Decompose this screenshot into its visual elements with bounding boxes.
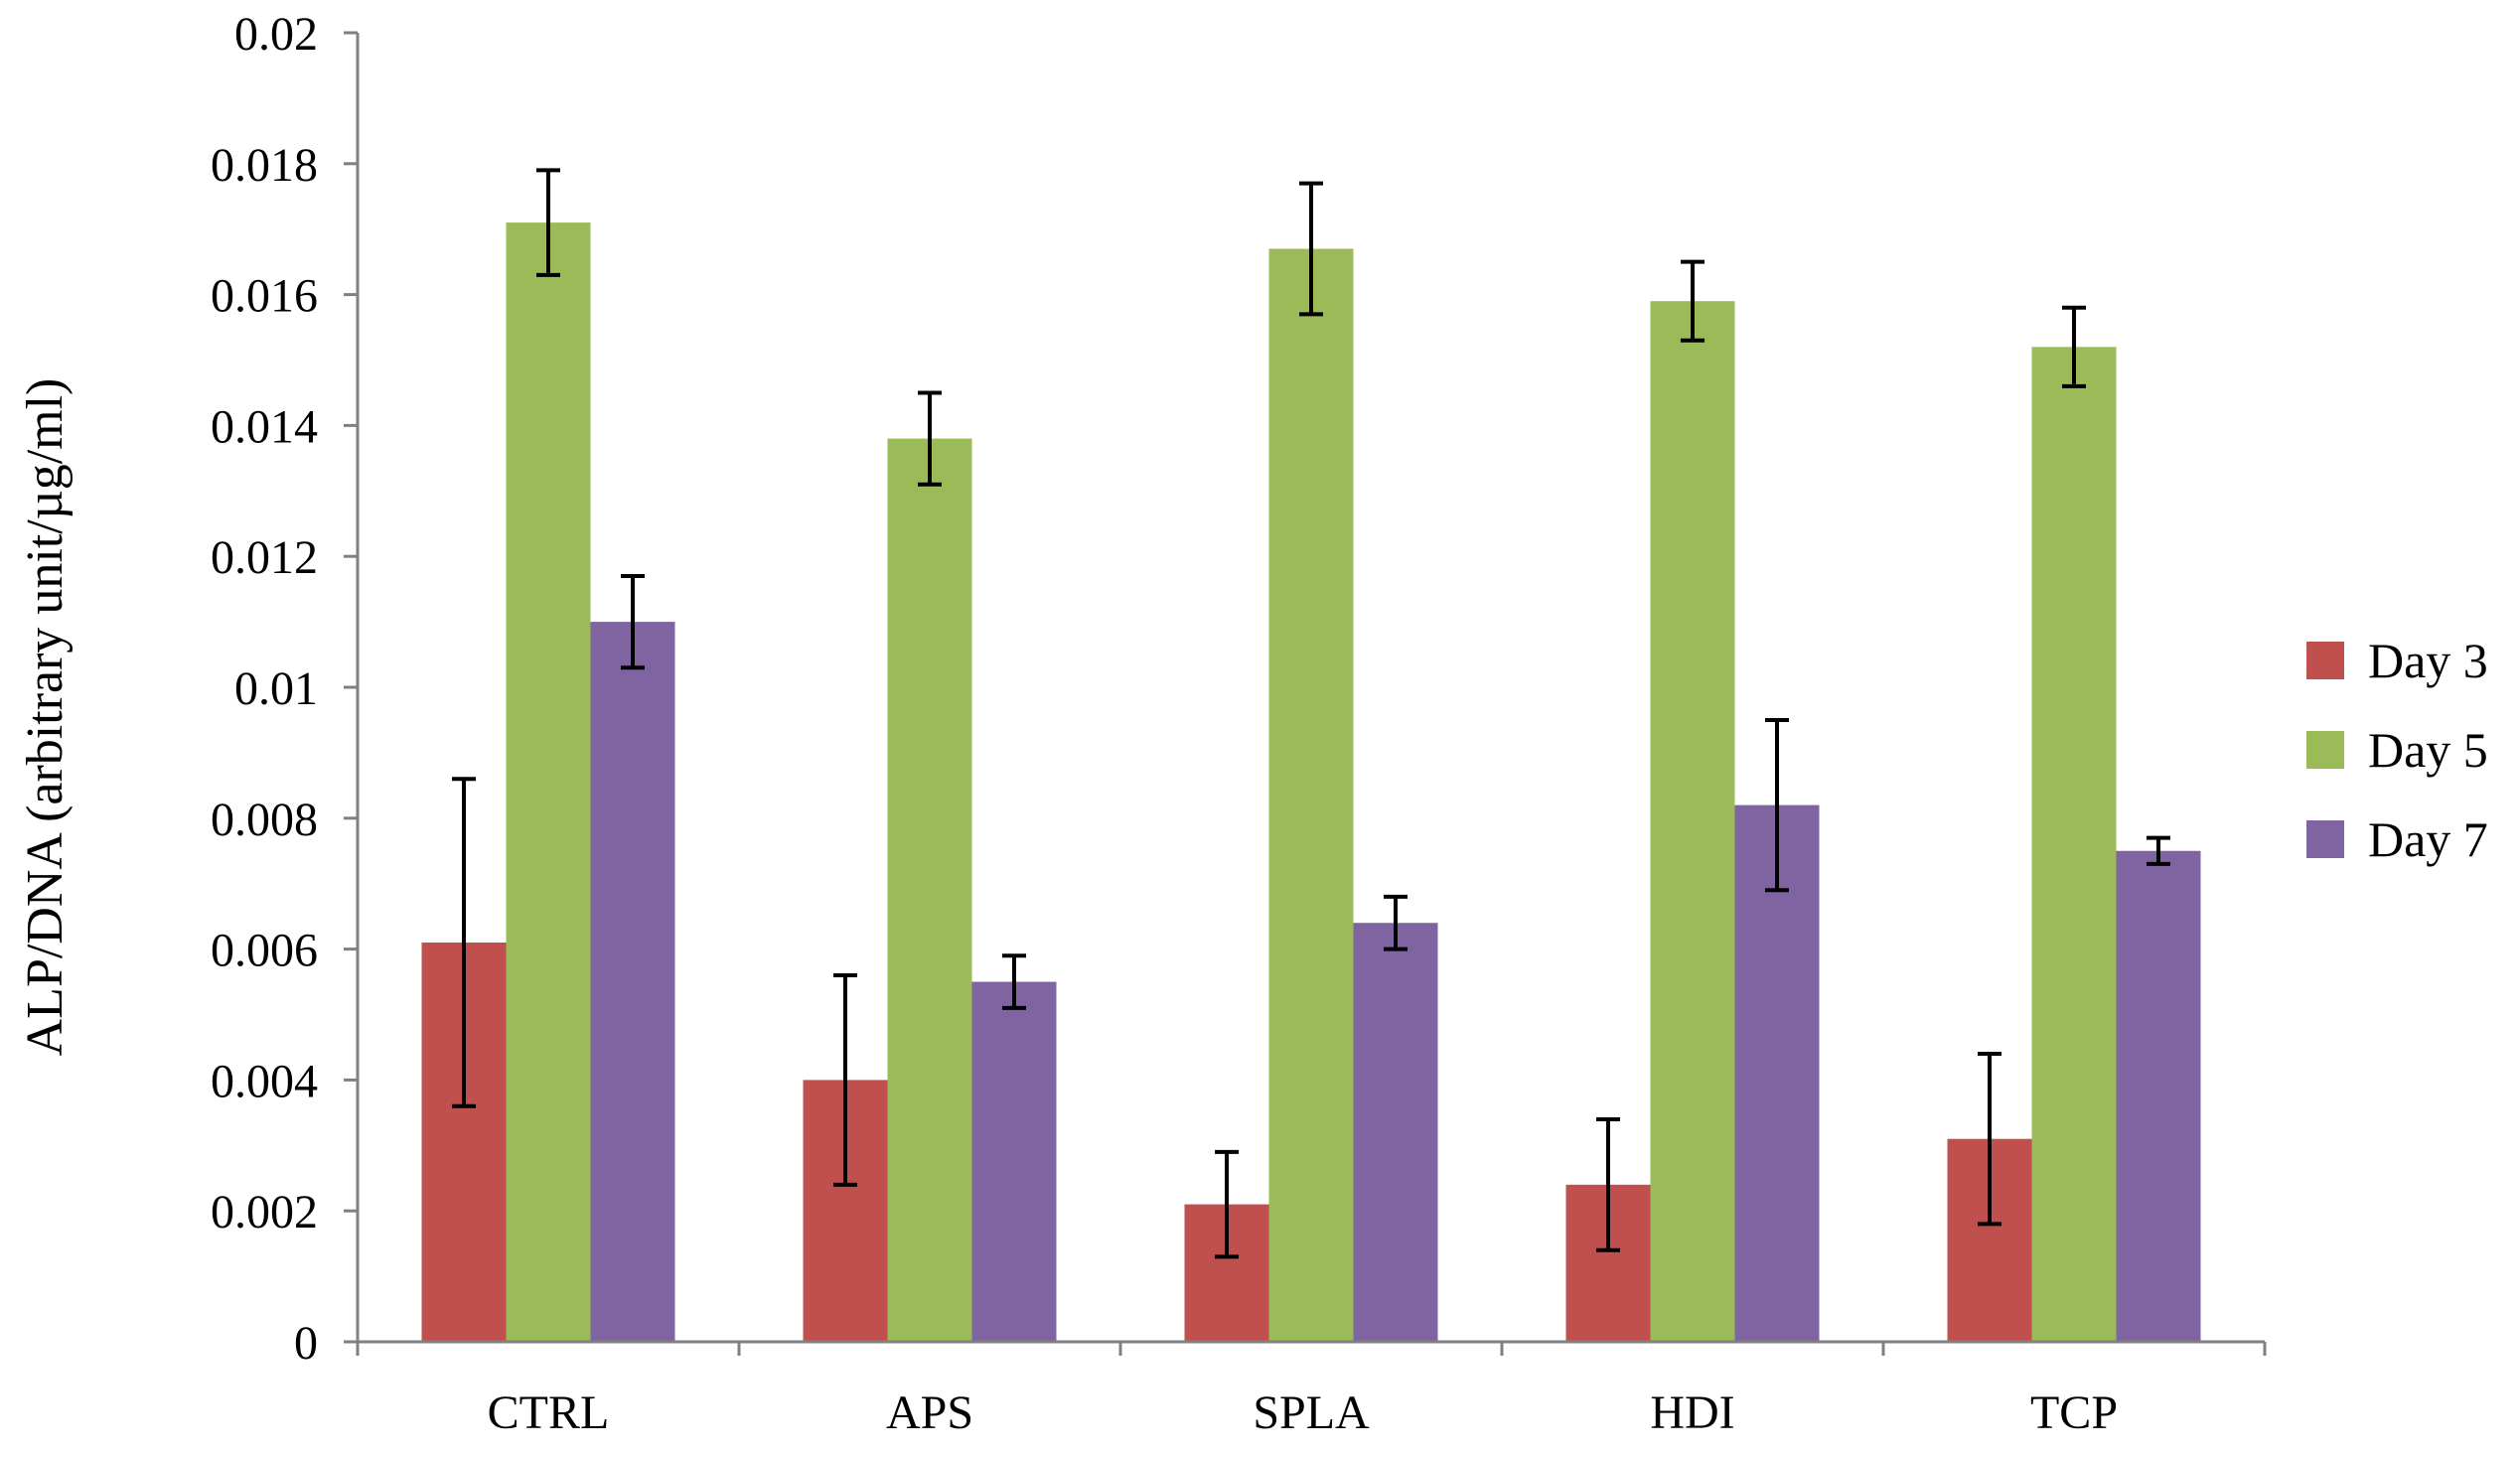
y-tick-label: 0.008	[211, 794, 318, 846]
bars-layer	[421, 222, 2201, 1343]
bar-day-5-ctrl	[506, 222, 591, 1343]
y-axis-ticks: 0 0.002 0.004 0.006 0.008 0.01 0.012 0.014 0.016…	[211, 8, 358, 1370]
error-bar	[918, 390, 942, 487]
y-tick-label: 0	[294, 1317, 318, 1370]
error-bars-layer	[452, 168, 2170, 1259]
bar-day-5-aps	[887, 438, 972, 1343]
bar-day-5-spla	[1268, 248, 1354, 1343]
x-category-label: TCP	[2030, 1386, 2118, 1439]
legend-item: Day 7	[2306, 811, 2488, 867]
x-axis-ticks: CTRL APS SPLA HDI TCP	[356, 1342, 2267, 1439]
legend-swatch	[2306, 642, 2344, 679]
y-axis-title: ALP/DNA (arbitrary unit/µg/ml)	[17, 378, 74, 1057]
error-bar	[833, 972, 857, 1187]
legend-swatch	[2306, 731, 2344, 769]
y-tick-label: 0.002	[211, 1186, 318, 1238]
error-bar	[536, 168, 560, 277]
legend-swatch	[2306, 820, 2344, 858]
error-bar	[1299, 181, 1323, 317]
error-bar	[1215, 1149, 1239, 1259]
error-bar	[2147, 835, 2170, 866]
legend: Day 3 Day 5 Day 7	[2306, 633, 2488, 867]
x-category-label: HDI	[1650, 1386, 1734, 1439]
bar-day-7-ctrl	[590, 622, 675, 1342]
bar-day-5-hdi	[1650, 301, 1735, 1343]
error-bar	[1765, 717, 1789, 893]
x-category-label: APS	[886, 1386, 973, 1439]
bar-day-7-aps	[971, 981, 1057, 1342]
error-bar	[2062, 305, 2086, 388]
legend-label: Day 7	[2368, 811, 2488, 867]
bar-day-7-spla	[1353, 923, 1438, 1342]
y-tick-label: 0.006	[211, 925, 318, 977]
error-bar	[1681, 259, 1705, 343]
x-category-label: CTRL	[488, 1386, 610, 1439]
error-bar	[1978, 1052, 2001, 1227]
legend-label: Day 5	[2368, 722, 2488, 778]
legend-label: Day 3	[2368, 633, 2488, 688]
error-bar	[1596, 1116, 1620, 1252]
y-tick-label: 0.016	[211, 270, 318, 323]
y-tick-label: 0.012	[211, 531, 318, 584]
y-tick-label: 0.004	[211, 1055, 318, 1107]
y-tick-label: 0.02	[234, 8, 318, 61]
error-bar	[452, 777, 476, 1108]
legend-item: Day 5	[2306, 722, 2488, 778]
y-tick-label: 0.014	[211, 400, 318, 453]
x-category-label: SPLA	[1253, 1386, 1370, 1439]
y-tick-label: 0.01	[234, 662, 318, 715]
bar-day-7-tcp	[2116, 850, 2201, 1342]
bar-day-5-tcp	[2031, 347, 2117, 1342]
y-tick-label: 0.018	[211, 139, 318, 192]
error-bar	[1384, 894, 1408, 951]
error-bar	[1002, 953, 1026, 1010]
legend-item: Day 3	[2306, 633, 2488, 688]
bar-day-7-hdi	[1734, 804, 1820, 1342]
error-bar	[621, 573, 645, 670]
